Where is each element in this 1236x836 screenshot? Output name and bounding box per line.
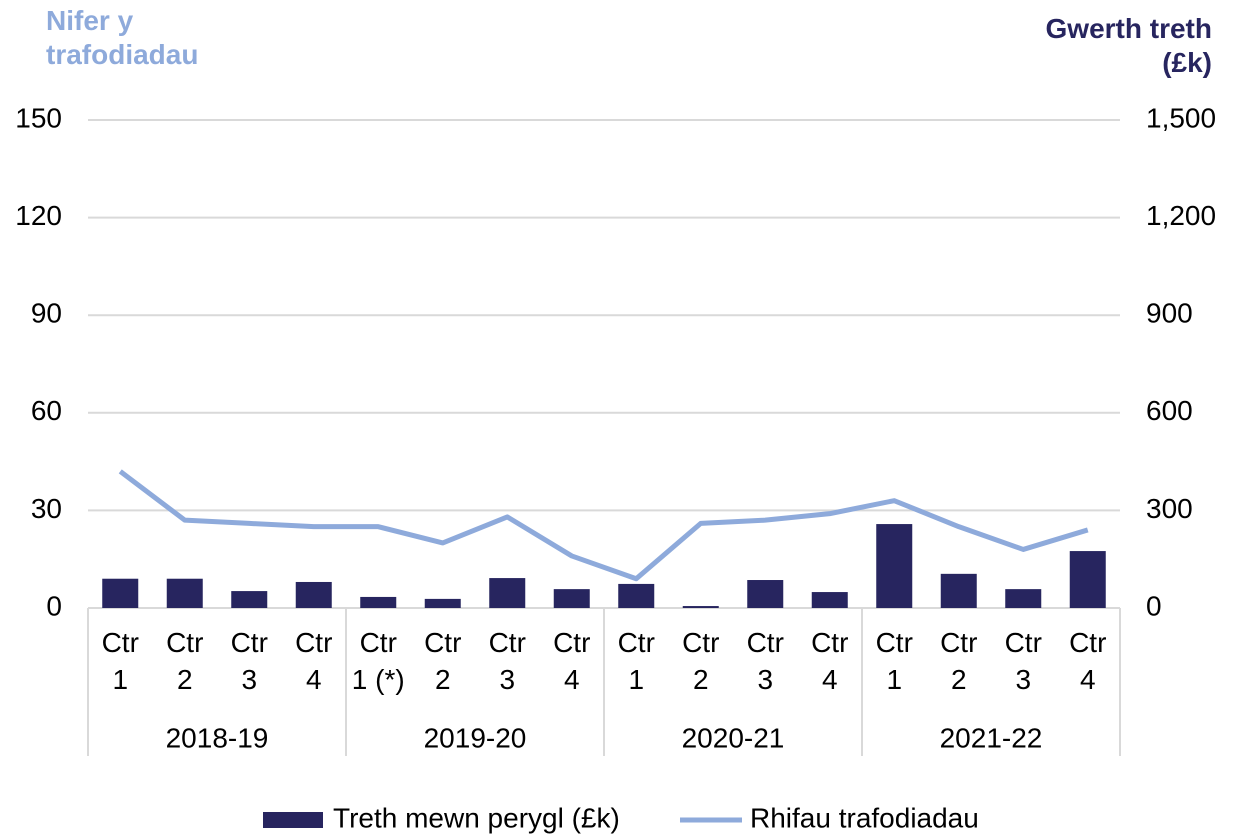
bar bbox=[747, 580, 784, 608]
x-tick-label: Ctr 1 bbox=[618, 627, 655, 695]
bar bbox=[102, 578, 139, 608]
x-tick-line: 4 bbox=[306, 664, 322, 695]
x-tick-line: Ctr bbox=[1005, 627, 1042, 658]
bar bbox=[231, 591, 268, 608]
x-tick-label: Ctr 4 bbox=[1069, 627, 1106, 695]
x-tick-label: Ctr 3 bbox=[231, 627, 268, 695]
y-tick-label: 150 bbox=[15, 102, 62, 133]
x-tick-line: 1 bbox=[886, 664, 902, 695]
legend-swatch bbox=[263, 812, 323, 828]
x-tick-line: Ctr bbox=[295, 627, 332, 658]
x-tick-label: Ctr 1 bbox=[102, 627, 139, 695]
x-tick-label: Ctr 1 bbox=[876, 627, 913, 695]
bar bbox=[811, 592, 848, 608]
legend-label: Treth mewn perygl (£k) bbox=[333, 802, 620, 833]
x-tick-label: Ctr 3 bbox=[489, 627, 526, 695]
bar bbox=[682, 606, 719, 608]
x-tick-label: Ctr 3 bbox=[1005, 627, 1042, 695]
x-tick-label: Ctr 1 (*) bbox=[352, 627, 405, 695]
x-tick-label: Ctr 3 bbox=[747, 627, 784, 695]
x-tick-label: Ctr 4 bbox=[553, 627, 590, 695]
y-tick-label: 0 bbox=[46, 590, 62, 621]
x-tick-line: Ctr bbox=[360, 627, 397, 658]
x-tick-label: Ctr 2 bbox=[940, 627, 977, 695]
x-tick-label: Ctr 4 bbox=[295, 627, 332, 695]
x-tick-line: 2 bbox=[693, 664, 709, 695]
y-tick-label: 60 bbox=[31, 395, 62, 426]
x-tick-label: Ctr 4 bbox=[811, 627, 848, 695]
y2-tick-label: 1,200 bbox=[1146, 200, 1216, 231]
y-tick-label: 90 bbox=[31, 298, 62, 329]
y2-tick-label: 300 bbox=[1146, 493, 1193, 524]
x-tick-line: Ctr bbox=[618, 627, 655, 658]
bar bbox=[876, 524, 913, 608]
x-tick-line: Ctr bbox=[553, 627, 590, 658]
group-label: 2020-21 bbox=[682, 722, 785, 753]
group-label: 2021-22 bbox=[940, 722, 1043, 753]
x-tick-line: 1 bbox=[112, 664, 128, 695]
x-tick-line: Ctr bbox=[876, 627, 913, 658]
x-tick-line: Ctr bbox=[940, 627, 977, 658]
x-tick-line: Ctr bbox=[489, 627, 526, 658]
x-tick-line: Ctr bbox=[166, 627, 203, 658]
x-tick-line: Ctr bbox=[747, 627, 784, 658]
x-tick-line: 3 bbox=[499, 664, 515, 695]
x-tick-line: 4 bbox=[822, 664, 838, 695]
y2-tick-label: 600 bbox=[1146, 395, 1193, 426]
x-tick-line: 3 bbox=[757, 664, 773, 695]
x-tick-line: 3 bbox=[1015, 664, 1031, 695]
x-tick-label: Ctr 2 bbox=[166, 627, 203, 695]
bar bbox=[360, 596, 397, 608]
x-tick-line: 2 bbox=[435, 664, 451, 695]
y-axis-title: Nifer y trafodiadau bbox=[46, 5, 199, 70]
y2-axis-title: Gwerth treth (£k) bbox=[1045, 13, 1212, 78]
bar bbox=[489, 578, 526, 608]
bar bbox=[940, 573, 977, 608]
y-tick-label: 120 bbox=[15, 200, 62, 231]
y2-tick-label: 0 bbox=[1146, 590, 1162, 621]
x-tick-line: 4 bbox=[564, 664, 580, 695]
bar bbox=[166, 578, 203, 608]
x-tick-line: Ctr bbox=[811, 627, 848, 658]
bar bbox=[295, 581, 332, 608]
y-tick-label: 30 bbox=[31, 493, 62, 524]
y2-tick-label: 1,500 bbox=[1146, 102, 1216, 133]
x-tick-line: Ctr bbox=[231, 627, 268, 658]
bar bbox=[1069, 551, 1106, 608]
x-tick-label: Ctr 2 bbox=[682, 627, 719, 695]
x-tick-line: 1 bbox=[628, 664, 644, 695]
group-label: 2019-20 bbox=[424, 722, 527, 753]
bar bbox=[553, 589, 590, 608]
x-tick-line: 4 bbox=[1080, 664, 1096, 695]
y2-tick-label: 900 bbox=[1146, 298, 1193, 329]
x-tick-line: 2 bbox=[177, 664, 193, 695]
legend-label: Rhifau trafodiadau bbox=[750, 802, 979, 833]
x-tick-line: Ctr bbox=[682, 627, 719, 658]
x-tick-line: 2 bbox=[951, 664, 967, 695]
x-tick-label: Ctr 2 bbox=[424, 627, 461, 695]
bar bbox=[1005, 589, 1042, 608]
x-tick-line: 1 (*) bbox=[352, 664, 405, 695]
group-label: 2018-19 bbox=[166, 722, 269, 753]
x-tick-line: 3 bbox=[241, 664, 257, 695]
x-tick-line: Ctr bbox=[424, 627, 461, 658]
x-tick-line: Ctr bbox=[102, 627, 139, 658]
bar bbox=[618, 583, 655, 608]
bar bbox=[424, 598, 461, 608]
x-tick-line: Ctr bbox=[1069, 627, 1106, 658]
line bbox=[118, 469, 1089, 582]
